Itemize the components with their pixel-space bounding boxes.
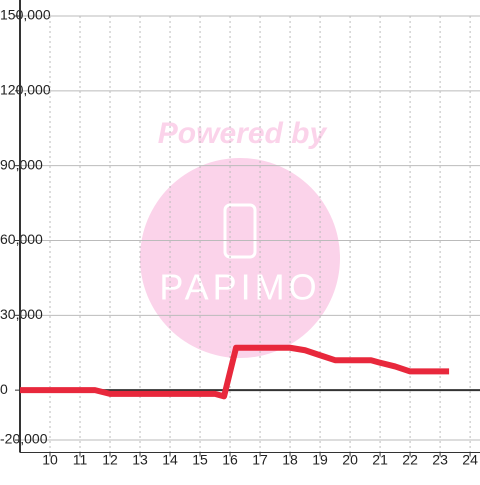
x-tick-label: 17 (252, 452, 268, 468)
y-tick-label: 90,000 (0, 156, 43, 172)
y-tick-label: 120,000 (0, 82, 51, 98)
x-tick-label: 18 (282, 452, 298, 468)
watermark-brand: PAPIMO (159, 267, 320, 308)
x-tick-label: 11 (73, 452, 88, 468)
y-tick-label: 0 (0, 381, 8, 397)
x-tick-label: 24 (462, 452, 478, 468)
x-tick-label: 22 (402, 452, 418, 468)
x-tick-label: 20 (342, 452, 358, 468)
line (20, 344, 450, 400)
x-tick-label: 14 (162, 452, 178, 468)
y-tick-label: 150,000 (0, 7, 51, 23)
x-tick-label: 16 (222, 452, 238, 468)
x-tick-label: 12 (102, 452, 118, 468)
y-tick-label: 30,000 (0, 306, 43, 322)
x-tick-label: 23 (432, 452, 448, 468)
x-tick-label: 19 (312, 452, 328, 468)
x-tick-label: 10 (42, 452, 58, 468)
x-tick-label: 15 (192, 452, 208, 468)
x-tick-label: 21 (372, 452, 388, 468)
x-tick-label: 13 (132, 452, 148, 468)
watermark-phone (223, 203, 257, 259)
y-tick-label: 60,000 (0, 231, 43, 247)
y-tick-label: -20,000 (0, 431, 48, 447)
watermark-text: Powered by (158, 117, 328, 150)
